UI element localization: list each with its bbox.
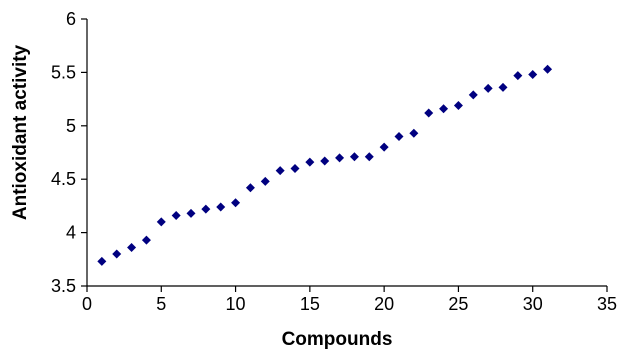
data-point xyxy=(498,82,508,92)
data-point xyxy=(379,142,389,152)
y-tick-label: 4 xyxy=(66,223,76,243)
data-point xyxy=(275,166,285,176)
x-tick-label: 20 xyxy=(374,294,394,314)
data-point xyxy=(483,83,493,93)
x-tick-label: 35 xyxy=(597,294,617,314)
data-point xyxy=(231,198,241,208)
data-point xyxy=(394,131,404,141)
data-point xyxy=(349,152,359,162)
y-tick-label: 6 xyxy=(66,9,76,29)
data-point xyxy=(156,217,166,227)
x-axis-title: Compounds xyxy=(282,329,393,349)
data-point xyxy=(513,71,523,81)
data-point xyxy=(528,70,538,80)
x-tick-label: 25 xyxy=(448,294,468,314)
data-point xyxy=(335,153,345,163)
data-point xyxy=(543,64,553,74)
data-point xyxy=(305,157,315,167)
y-tick-label: 4.5 xyxy=(51,169,76,189)
axes xyxy=(86,19,607,287)
data-point xyxy=(453,101,463,111)
data-points xyxy=(97,64,553,266)
x-tick-label: 10 xyxy=(226,294,246,314)
data-point xyxy=(201,204,211,214)
data-point xyxy=(439,104,449,114)
x-tick-label: 30 xyxy=(523,294,543,314)
tick-marks xyxy=(81,18,608,292)
data-point xyxy=(216,202,226,212)
data-point xyxy=(290,164,300,174)
x-tick-label: 5 xyxy=(156,294,166,314)
y-tick-label: 5 xyxy=(66,116,76,136)
data-point xyxy=(186,208,196,218)
data-point xyxy=(127,243,137,253)
data-point xyxy=(245,183,255,193)
data-point xyxy=(424,108,434,118)
tick-labels: 0 5 10 15 20 25 30 35 3.5 4 4.5 5 5.5 6 xyxy=(51,9,617,314)
x-tick-label: 0 xyxy=(82,294,92,314)
y-tick-label: 5.5 xyxy=(51,62,76,82)
data-point xyxy=(320,156,330,166)
data-point xyxy=(260,176,270,186)
data-point xyxy=(468,90,478,100)
x-tick-label: 15 xyxy=(300,294,320,314)
data-point xyxy=(112,249,122,259)
data-point xyxy=(409,128,419,138)
y-axis-title: Antioxidant activity xyxy=(10,44,31,220)
data-point xyxy=(141,235,151,245)
y-tick-label: 3.5 xyxy=(51,276,76,296)
data-point xyxy=(364,152,374,162)
data-point xyxy=(97,256,107,266)
data-point xyxy=(171,211,181,221)
